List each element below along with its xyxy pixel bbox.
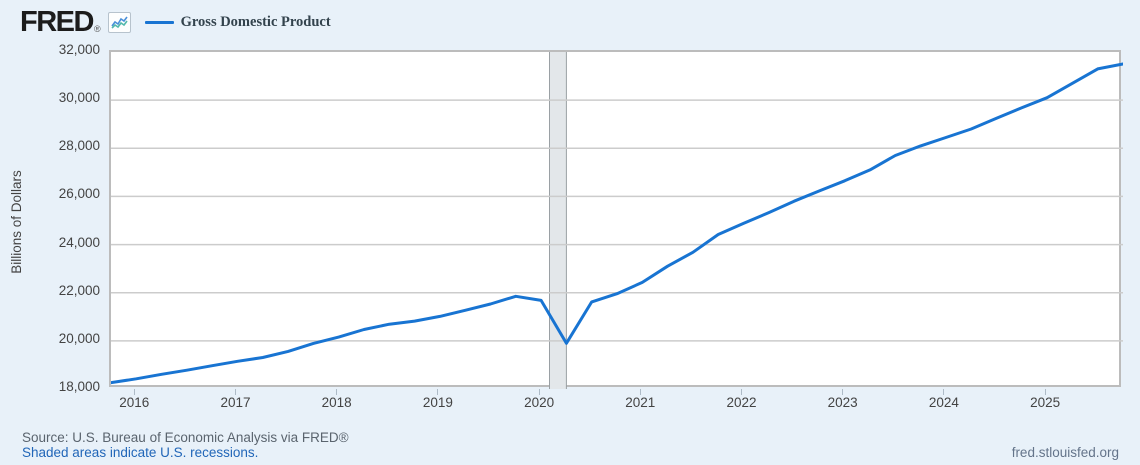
legend-line-swatch (144, 20, 174, 24)
y-axis-tick-label: 30,000 (58, 90, 100, 106)
x-axis-tick-mark (842, 389, 844, 395)
sparkline-chart-icon (107, 11, 131, 33)
x-axis-tick-mark (437, 389, 439, 395)
y-axis-tick-label: 22,000 (58, 282, 100, 298)
y-axis-tick-label: 20,000 (58, 330, 100, 346)
y-axis-tick-label: 18,000 (58, 379, 100, 394)
x-axis-tick-label: 2019 (422, 395, 453, 410)
gdp-data-line[interactable] (111, 62, 1123, 385)
x-axis-tick-label: 2022 (726, 395, 757, 410)
x-axis-tick-mark (741, 389, 742, 395)
y-axis-tick-label: 24,000 (58, 234, 100, 250)
registered-trademark-symbol: ® (93, 24, 101, 34)
x-axis-tick-mark (235, 389, 236, 395)
fred-site-link[interactable]: fred.stlouisfed.org (1011, 445, 1119, 460)
source-note: Source: U.S. Bureau of Economic Analysis… (22, 430, 349, 445)
x-axis-tick-mark (133, 389, 135, 395)
x-axis-tick-mark (1044, 389, 1046, 395)
fred-logo[interactable]: FRED ® (20, 7, 101, 37)
x-axis-tick-label: 2021 (625, 395, 656, 410)
fred-logo-text: FRED (20, 6, 94, 38)
x-axis-tick-label: 2017 (220, 395, 251, 410)
x-axis-tick-mark (943, 389, 945, 395)
x-axis-tick-mark (538, 389, 540, 395)
x-axis-tick-mark (336, 389, 338, 395)
x-axis-tick-mark (639, 389, 641, 395)
recessions-note-link[interactable]: Shaded areas indicate U.S. recessions. (22, 445, 259, 460)
x-axis-tick-label: 2024 (928, 395, 959, 410)
x-axis-tick-label: 2016 (119, 395, 150, 410)
y-axis-tick-label: 28,000 (58, 138, 100, 154)
plot-area[interactable] (109, 50, 1123, 389)
chart-header: FRED ® Gross Domestic Product (20, 4, 331, 40)
x-axis-tick-label: 2020 (524, 395, 555, 410)
y-axis-tick-label: 26,000 (58, 186, 100, 202)
gdp-line-chart[interactable] (111, 52, 1123, 389)
x-axis-tick-label: 2025 (1030, 395, 1061, 410)
x-axis-tick-label: 2018 (321, 395, 352, 410)
legend-series-label: Gross Domestic Product (180, 13, 331, 30)
recession-band (549, 52, 567, 389)
y-axis-tick-label: 32,000 (58, 42, 100, 57)
x-axis-tick-label: 2023 (827, 395, 858, 410)
